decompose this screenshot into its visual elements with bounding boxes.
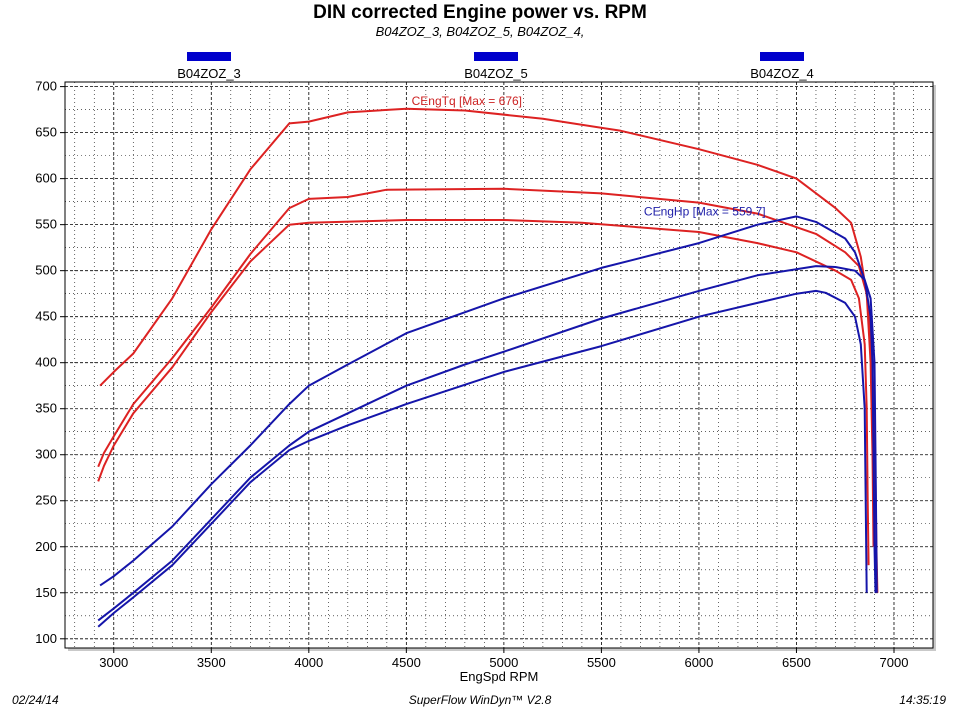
y-tick-label: 450 [35,309,57,324]
x-tick-label: 6000 [684,655,713,670]
footer-time: 14:35:19 [899,693,946,707]
x-tick-label: 4500 [392,655,421,670]
x-tick-label: 5500 [587,655,616,670]
x-tick-label: 5000 [489,655,518,670]
chart-title: DIN corrected Engine power vs. RPM [313,2,647,23]
y-tick-label: 550 [35,217,57,232]
series-line-3 [97,219,870,566]
tick-labels: 3000 3500 4000 4500 5000 5500 6000 6500 7000 100 1… [35,79,908,670]
y-tick-label: 400 [35,355,57,370]
annotation-label: CEngTq [Max = 676] [412,94,522,108]
y-tick-label: 150 [35,585,57,600]
x-tick-label: 6500 [782,655,811,670]
y-tick-label: 300 [35,447,57,462]
annotation-label: CEngHp [Max = 559.7] [644,204,766,218]
grid [65,82,933,648]
y-tick-label: 200 [35,539,57,554]
y-tick-label: 700 [35,79,57,94]
y-tick-label: 600 [35,171,57,186]
series-lines [97,107,879,628]
legend-swatch [474,52,518,61]
chart-subtitle: B04ZOZ_3, B04ZOZ_5, B04ZOZ_4, [375,24,585,39]
x-tick-label: 4000 [294,655,323,670]
series-line-5 [97,265,878,622]
y-tick-label: 500 [35,263,57,278]
legend-swatch [187,52,231,61]
y-tick-label: 650 [35,125,57,140]
plot-area [64,81,934,649]
x-tick-label: 3000 [99,655,128,670]
y-tick-label: 250 [35,493,57,508]
legend-swatch [760,52,804,61]
y-tick-label: 100 [35,631,57,646]
legend: B04ZOZ_3 B04ZOZ_5 B04ZOZ_4 [177,52,814,81]
footer-date: 02/24/14 [12,693,59,707]
footer-software: SuperFlow WinDyn™ V2.8 [408,693,552,707]
series-line-2 [97,187,875,547]
x-tick-label: 3500 [197,655,226,670]
series-line-6 [97,289,868,628]
x-tick-label: 7000 [880,655,909,670]
series-line-4 [99,215,877,593]
x-axis-label: EngSpd RPM [460,669,539,684]
annotations: CEngTq [Max = 676] CEngHp [Max = 559.7] [412,94,766,218]
y-tick-label: 350 [35,401,57,416]
legend-label: B04ZOZ_4 [750,66,814,81]
legend-label: B04ZOZ_3 [177,66,241,81]
legend-label: B04ZOZ_5 [464,66,528,81]
chart: 3000 3500 4000 4500 5000 5500 6000 6500 7000 100 1… [35,52,936,684]
